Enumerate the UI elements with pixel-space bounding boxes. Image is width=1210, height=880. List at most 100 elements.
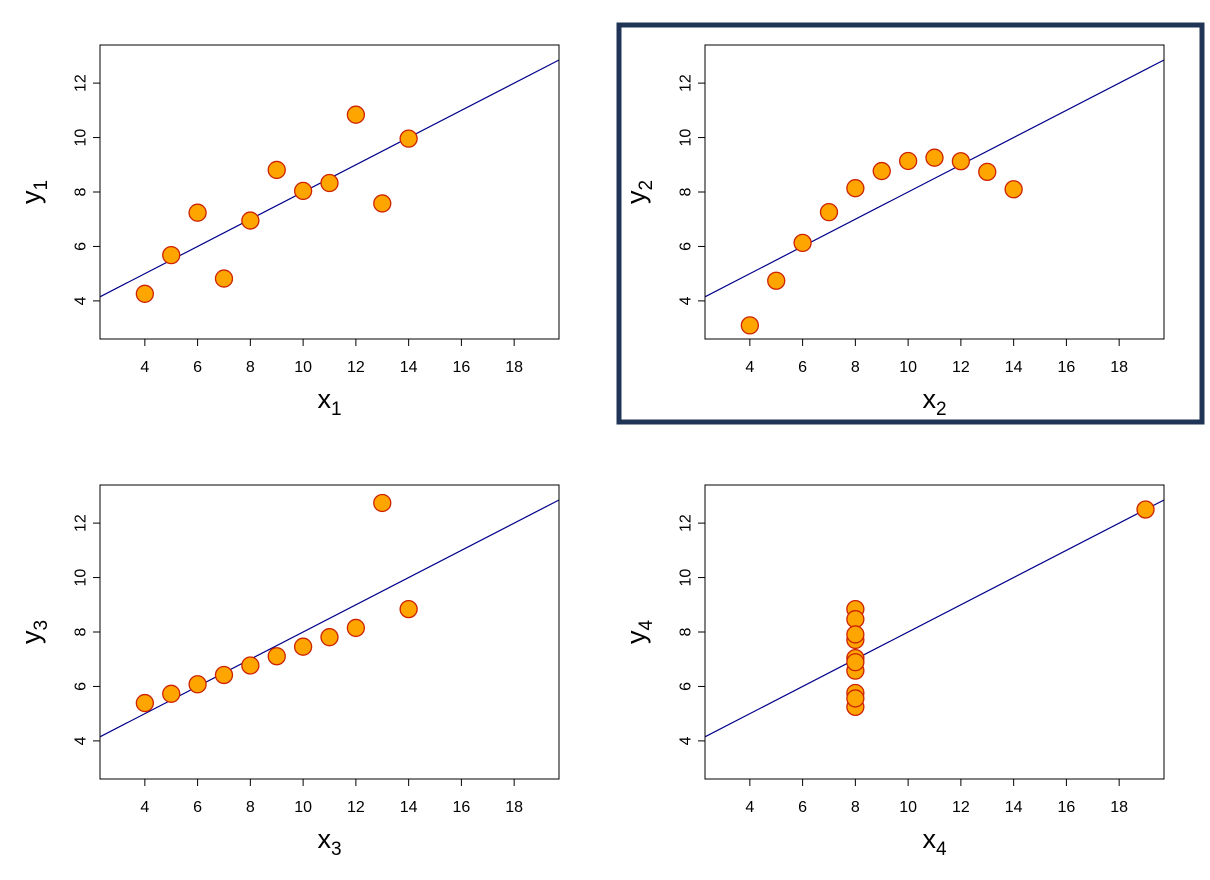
y-tick-label: 6: [73, 242, 90, 251]
plot-frame-2: [704, 44, 1165, 340]
data-point: [846, 179, 865, 198]
data-point: [188, 675, 207, 694]
data-point: [793, 233, 812, 253]
x-axis-label-4: x4: [922, 824, 947, 860]
x-tick-label: 18: [505, 359, 523, 376]
x-tick-label: 16: [452, 799, 470, 816]
y-axis-label-main: y: [16, 190, 46, 204]
fit-line-4: [705, 499, 1164, 738]
data-point: [293, 637, 313, 656]
x-axis-label-subscript: 4: [936, 839, 947, 860]
plot-frame-4: [704, 484, 1165, 780]
y-tick-label: 8: [678, 187, 695, 196]
y-axis-label-subscript: 2: [636, 180, 657, 191]
data-point: [241, 211, 260, 230]
y-axis-label-subscript: 3: [31, 620, 52, 631]
data-point: [978, 162, 997, 182]
data-point: [214, 269, 234, 288]
y-tick-label: 10: [678, 129, 695, 147]
y-tick-label: 10: [73, 129, 90, 147]
data-point: [740, 316, 759, 335]
y-axis-label-main: y: [621, 630, 651, 644]
y-axis-label-subscript: 1: [31, 180, 52, 191]
x-tick-label: 16: [1057, 799, 1075, 816]
data-point: [346, 618, 366, 638]
y-axis-label-subscript: 4: [636, 620, 657, 631]
data-point: [373, 493, 392, 513]
x-tick-label: 16: [452, 359, 470, 376]
x-axis-label-2: x2: [922, 384, 946, 420]
x-tick-label: 14: [1005, 359, 1023, 376]
data-point: [846, 653, 865, 672]
x-tick-label: 10: [294, 799, 312, 816]
y-axis-label-4: y4: [621, 620, 657, 645]
x-tick-label: 18: [1110, 359, 1128, 376]
y-axis-label-2: y2: [621, 180, 657, 204]
data-point: [267, 647, 286, 666]
x-tick-label: 8: [246, 359, 255, 376]
data-point: [846, 610, 865, 629]
data-point: [399, 599, 418, 619]
y-tick-label: 6: [678, 242, 695, 251]
fit-line-2: [705, 59, 1164, 298]
y-tick-label: 12: [678, 514, 695, 532]
x-tick-label: 12: [952, 799, 970, 816]
data-point: [267, 160, 286, 180]
x-tick-label: 6: [193, 799, 202, 816]
y-tick-label: 12: [678, 74, 695, 92]
y-tick-label: 6: [678, 682, 695, 691]
x-tick-label: 10: [294, 359, 312, 376]
data-point: [1136, 500, 1155, 519]
y-axis-label-main: y: [16, 630, 46, 644]
x-tick-label: 10: [899, 359, 917, 376]
x-tick-label: 6: [798, 359, 807, 376]
data-point: [951, 152, 971, 171]
x-tick-label: 6: [193, 359, 202, 376]
data-point: [872, 161, 891, 181]
y-tick-label: 8: [73, 627, 90, 636]
highlight-border-2: [616, 22, 1205, 425]
y-tick-label: 10: [678, 569, 695, 587]
data-point: [135, 284, 154, 303]
x-tick-label: 10: [899, 799, 917, 816]
x-axis-label-3: x3: [317, 824, 341, 860]
data-point: [399, 129, 418, 148]
x-axis-label-1: x1: [317, 384, 341, 420]
x-tick-label: 12: [347, 799, 365, 816]
data-point: [293, 181, 313, 201]
y-tick-label: 4: [73, 296, 90, 305]
x-axis-label-subscript: 3: [331, 839, 342, 860]
x-axis-label-main: x: [922, 824, 936, 854]
data-point: [188, 203, 207, 222]
data-point: [846, 689, 865, 708]
y-tick-label: 12: [73, 74, 90, 92]
x-axis-label-main: x: [317, 384, 331, 414]
y-axis-label-1: y1: [16, 180, 52, 204]
x-tick-label: 18: [1110, 799, 1128, 816]
data-point: [846, 625, 865, 644]
x-tick-label: 4: [745, 799, 754, 816]
data-point: [320, 628, 339, 647]
x-tick-label: 4: [140, 359, 149, 376]
data-point: [320, 173, 339, 193]
y-tick-label: 6: [73, 682, 90, 691]
x-axis-label-subscript: 2: [936, 399, 947, 420]
data-point: [162, 684, 181, 703]
data-point: [819, 202, 839, 222]
data-point: [162, 246, 181, 265]
data-point: [346, 105, 366, 124]
x-tick-label: 8: [851, 359, 860, 376]
y-axis-label-main: y: [621, 190, 651, 204]
y-tick-label: 10: [73, 569, 90, 587]
x-axis-label-main: x: [317, 824, 331, 854]
x-tick-label: 12: [952, 359, 970, 376]
x-tick-label: 8: [851, 799, 860, 816]
x-tick-label: 14: [1005, 799, 1023, 816]
x-axis-label-subscript: 1: [331, 399, 342, 420]
x-tick-label: 4: [745, 359, 754, 376]
x-tick-label: 8: [246, 799, 255, 816]
